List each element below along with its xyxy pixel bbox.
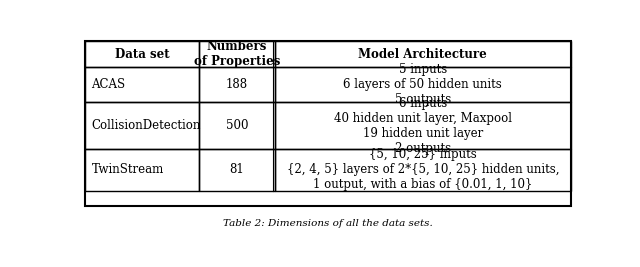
Text: CollisionDetection: CollisionDetection [92, 119, 201, 132]
Text: Model Architecture: Model Architecture [358, 48, 487, 61]
Text: Numbers
of Properties: Numbers of Properties [194, 40, 280, 68]
Bar [275, 67, 571, 102]
Text: TwinStream: TwinStream [92, 163, 164, 176]
Text: ACAS: ACAS [92, 78, 125, 91]
Text: 6 inputs
40 hidden unit layer, Maxpool
19 hidden unit layer
2 outputs: 6 inputs 40 hidden unit layer, Maxpool 1… [334, 97, 512, 155]
Text: 188: 188 [226, 78, 248, 91]
Text: {5, 10, 25} inputs
{2, 4, 5} layers of 2*{5, 10, 25} hidden units,
1 output, wit: {5, 10, 25} inputs {2, 4, 5} layers of 2… [287, 148, 559, 191]
Text: 5 inputs
6 layers of 50 hidden units
5 outputs: 5 inputs 6 layers of 50 hidden units 5 o… [344, 63, 502, 106]
Text: 500: 500 [226, 119, 248, 132]
Bar [275, 102, 571, 149]
Bar [85, 67, 199, 102]
Bar [275, 41, 571, 67]
Text: Table 2: Dimensions of all the data sets.: Table 2: Dimensions of all the data sets… [223, 219, 433, 228]
Bar [85, 41, 199, 67]
Text: Data set: Data set [115, 48, 170, 61]
Bar [85, 41, 571, 206]
Bar [199, 102, 275, 149]
Bar [275, 149, 571, 191]
Bar [199, 67, 275, 102]
Bar [85, 102, 199, 149]
Bar [85, 149, 199, 191]
Bar [199, 149, 275, 191]
Bar [199, 41, 275, 67]
Text: 81: 81 [230, 163, 244, 176]
